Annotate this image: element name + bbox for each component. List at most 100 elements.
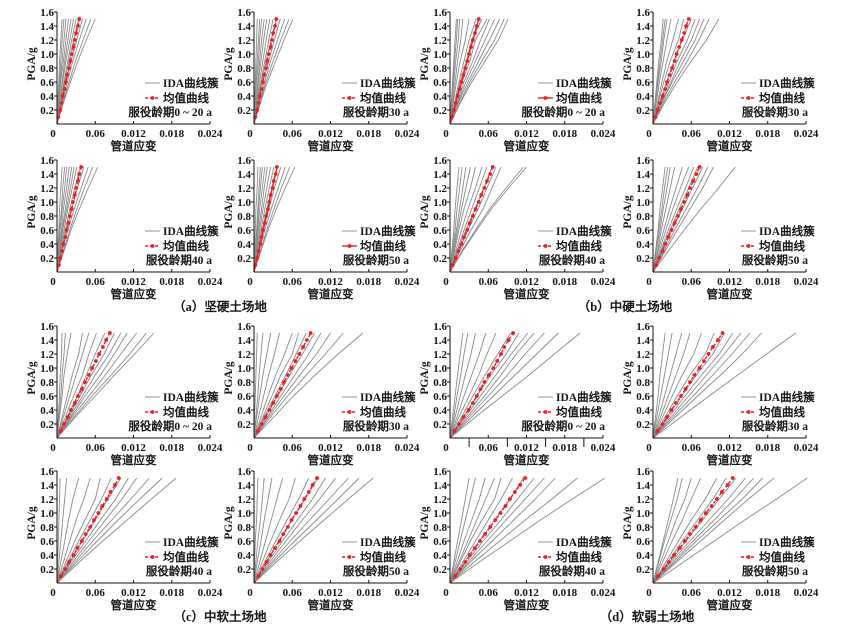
y-tick-label: 0.2: [237, 564, 251, 576]
mean-marker: [674, 52, 679, 56]
ida-curve: [652, 166, 690, 273]
mean-marker: [523, 476, 528, 480]
y-tick-label: 1.4: [237, 169, 251, 181]
ida-curve: [253, 477, 284, 584]
ida-curve: [449, 332, 559, 439]
mean-marker: [97, 352, 101, 356]
mean-marker: [275, 394, 279, 398]
x-axis-title: 管道应变: [308, 287, 354, 301]
y-tick-label: 1.0: [40, 49, 54, 61]
ida-curve: [56, 166, 99, 273]
mean-marker: [487, 373, 491, 377]
mean-marker: [108, 490, 113, 494]
mean-curve-group: [449, 165, 495, 273]
y-tick-label: 0.4: [237, 550, 251, 562]
mean-curve: [56, 166, 82, 273]
mean-marker: [96, 511, 101, 515]
mean-marker: [264, 560, 269, 564]
legend-mean-label: 均值曲线: [759, 239, 805, 253]
y-tick-label: 1.6: [40, 7, 54, 19]
y-tick-label: 1.4: [636, 169, 650, 181]
ida-curve: [449, 477, 486, 584]
mean-curve: [449, 18, 480, 125]
ida-curve: [652, 332, 751, 439]
mean-curve-group: [449, 17, 481, 125]
mean-marker: [301, 345, 305, 349]
mean-marker: [57, 263, 61, 267]
x-tick-label: 0.024: [198, 276, 223, 288]
mean-marker: [467, 221, 472, 225]
x-axis-title: 管道应变: [504, 453, 550, 467]
legend-mean-label: 均值曲线: [556, 239, 602, 253]
mean-marker: [264, 66, 268, 70]
ida-curve: [652, 332, 683, 439]
y-axis-title: PGA/g: [419, 195, 431, 228]
ida-curve-cluster: [253, 477, 374, 584]
ida-curve: [253, 332, 344, 439]
mean-marker: [305, 338, 309, 342]
ida-curve: [56, 18, 92, 125]
legend-ida-label: IDA曲线簇: [163, 224, 219, 238]
ida-curve: [253, 332, 293, 439]
x-tick-label: 0.06: [479, 442, 499, 454]
mean-marker: [62, 422, 66, 426]
mean-marker: [273, 546, 277, 550]
ida-curve: [56, 332, 138, 439]
mean-marker: [467, 553, 472, 557]
x-tick-label: 0.024: [198, 128, 223, 140]
mean-marker: [665, 415, 669, 419]
mean-marker: [655, 108, 660, 112]
ida-curve: [253, 332, 280, 439]
mean-marker: [691, 179, 696, 183]
ida-curve: [253, 18, 271, 125]
ida-curve: [652, 332, 734, 439]
mean-marker: [692, 373, 697, 377]
y-tick-label: 1.2: [433, 35, 447, 47]
y-tick-label: 0.2: [433, 105, 447, 117]
legend-mean-label: 均值曲线: [163, 91, 209, 105]
x-tick-label: 0: [50, 128, 56, 140]
ida-curve: [449, 18, 464, 125]
service-age-label: 服役龄期40 a: [146, 564, 212, 578]
mean-marker: [83, 532, 88, 536]
x-tick-label: 0.06: [86, 587, 106, 599]
mean-marker: [478, 387, 483, 391]
x-tick-label: 0.018: [356, 276, 381, 288]
service-age-label: 服役龄期40 a: [539, 253, 605, 267]
mean-marker: [259, 422, 264, 426]
panel-d1: 0 0.06 0.012 0.018 0.024 0.2 0.4 0.6 0.8 1.0 1.2 1.…: [419, 321, 616, 467]
mean-marker: [688, 380, 692, 384]
x-tick-label: 0.012: [717, 587, 742, 599]
mean-marker: [518, 483, 522, 487]
mean-marker: [59, 101, 64, 105]
legend-ida-label: IDA曲线簇: [556, 76, 612, 90]
mean-marker: [262, 221, 267, 225]
mean-marker: [453, 256, 458, 260]
mean-marker: [60, 94, 65, 98]
y-tick-label: 1.0: [237, 197, 251, 209]
ida-curve-cluster: [652, 332, 797, 439]
y-tick-label: 0.4: [636, 405, 650, 417]
mean-marker: [74, 186, 78, 190]
mean-marker: [255, 108, 260, 112]
mean-marker: [482, 380, 487, 384]
panel-c3: 0 0.06 0.012 0.018 0.024 0.2 0.4 0.6 0.8 1.0 1.2 1.…: [26, 466, 223, 612]
y-tick-label: 0.8: [237, 63, 251, 75]
mean-marker: [476, 17, 481, 21]
ida-curve: [253, 18, 294, 125]
mean-marker: [725, 483, 730, 487]
mean-marker: [72, 38, 77, 42]
ida-curve: [449, 18, 459, 125]
mean-curve: [652, 477, 734, 584]
mean-marker: [483, 532, 487, 536]
mean-curve-group: [56, 331, 112, 439]
panel-c4: 0 0.06 0.012 0.018 0.024 0.2 0.4 0.6 0.8 1.0 1.2 1.…: [223, 466, 420, 612]
ida-curve: [56, 18, 77, 125]
x-axis-title: 管道应变: [111, 139, 157, 153]
y-tick-label: 0.8: [433, 211, 447, 223]
mean-marker: [64, 80, 68, 84]
mean-marker: [667, 560, 671, 564]
mean-marker: [263, 415, 268, 419]
x-axis-title: 管道应变: [707, 453, 753, 467]
